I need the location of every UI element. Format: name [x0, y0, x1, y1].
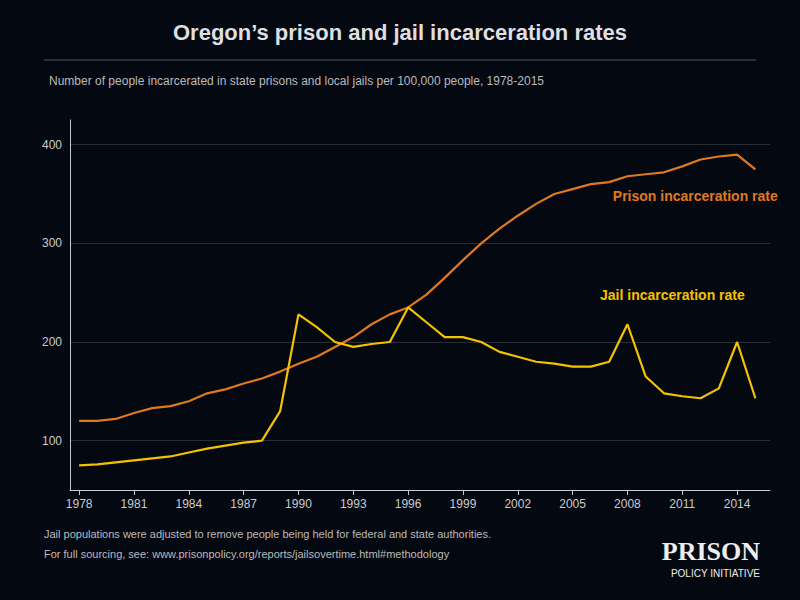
svg-text:2005: 2005: [559, 497, 586, 511]
svg-text:2002: 2002: [504, 497, 531, 511]
svg-text:1978: 1978: [66, 497, 93, 511]
svg-text:Jail incarceration rate: Jail incarceration rate: [600, 287, 745, 303]
svg-text:1990: 1990: [285, 497, 312, 511]
svg-text:300: 300: [42, 236, 62, 250]
svg-text:1996: 1996: [395, 497, 422, 511]
svg-text:1981: 1981: [121, 497, 148, 511]
svg-text:Prison incarceration rate: Prison incarceration rate: [613, 188, 778, 204]
svg-text:For full sourcing, see: www.pr: For full sourcing, see: www.prisonpolicy…: [44, 548, 450, 560]
svg-text:1984: 1984: [175, 497, 202, 511]
svg-text:2011: 2011: [669, 497, 695, 511]
svg-text:1993: 1993: [340, 497, 367, 511]
svg-text:100: 100: [42, 434, 62, 448]
svg-text:2008: 2008: [614, 497, 641, 511]
svg-text:2014: 2014: [724, 497, 751, 511]
svg-text:Oregon’s prison and jail incar: Oregon’s prison and jail incarceration r…: [173, 20, 627, 45]
svg-text:1987: 1987: [230, 497, 257, 511]
svg-text:PRISON: PRISON: [662, 537, 760, 566]
svg-text:POLICY INITIATIVE: POLICY INITIATIVE: [671, 568, 760, 579]
svg-text:400: 400: [42, 138, 62, 152]
svg-text:200: 200: [42, 335, 62, 349]
svg-text:1999: 1999: [450, 497, 477, 511]
svg-text:Number of people incarcerated: Number of people incarcerated in state p…: [49, 74, 544, 88]
svg-text:Jail populations were adjusted: Jail populations were adjusted to remove…: [44, 528, 491, 540]
